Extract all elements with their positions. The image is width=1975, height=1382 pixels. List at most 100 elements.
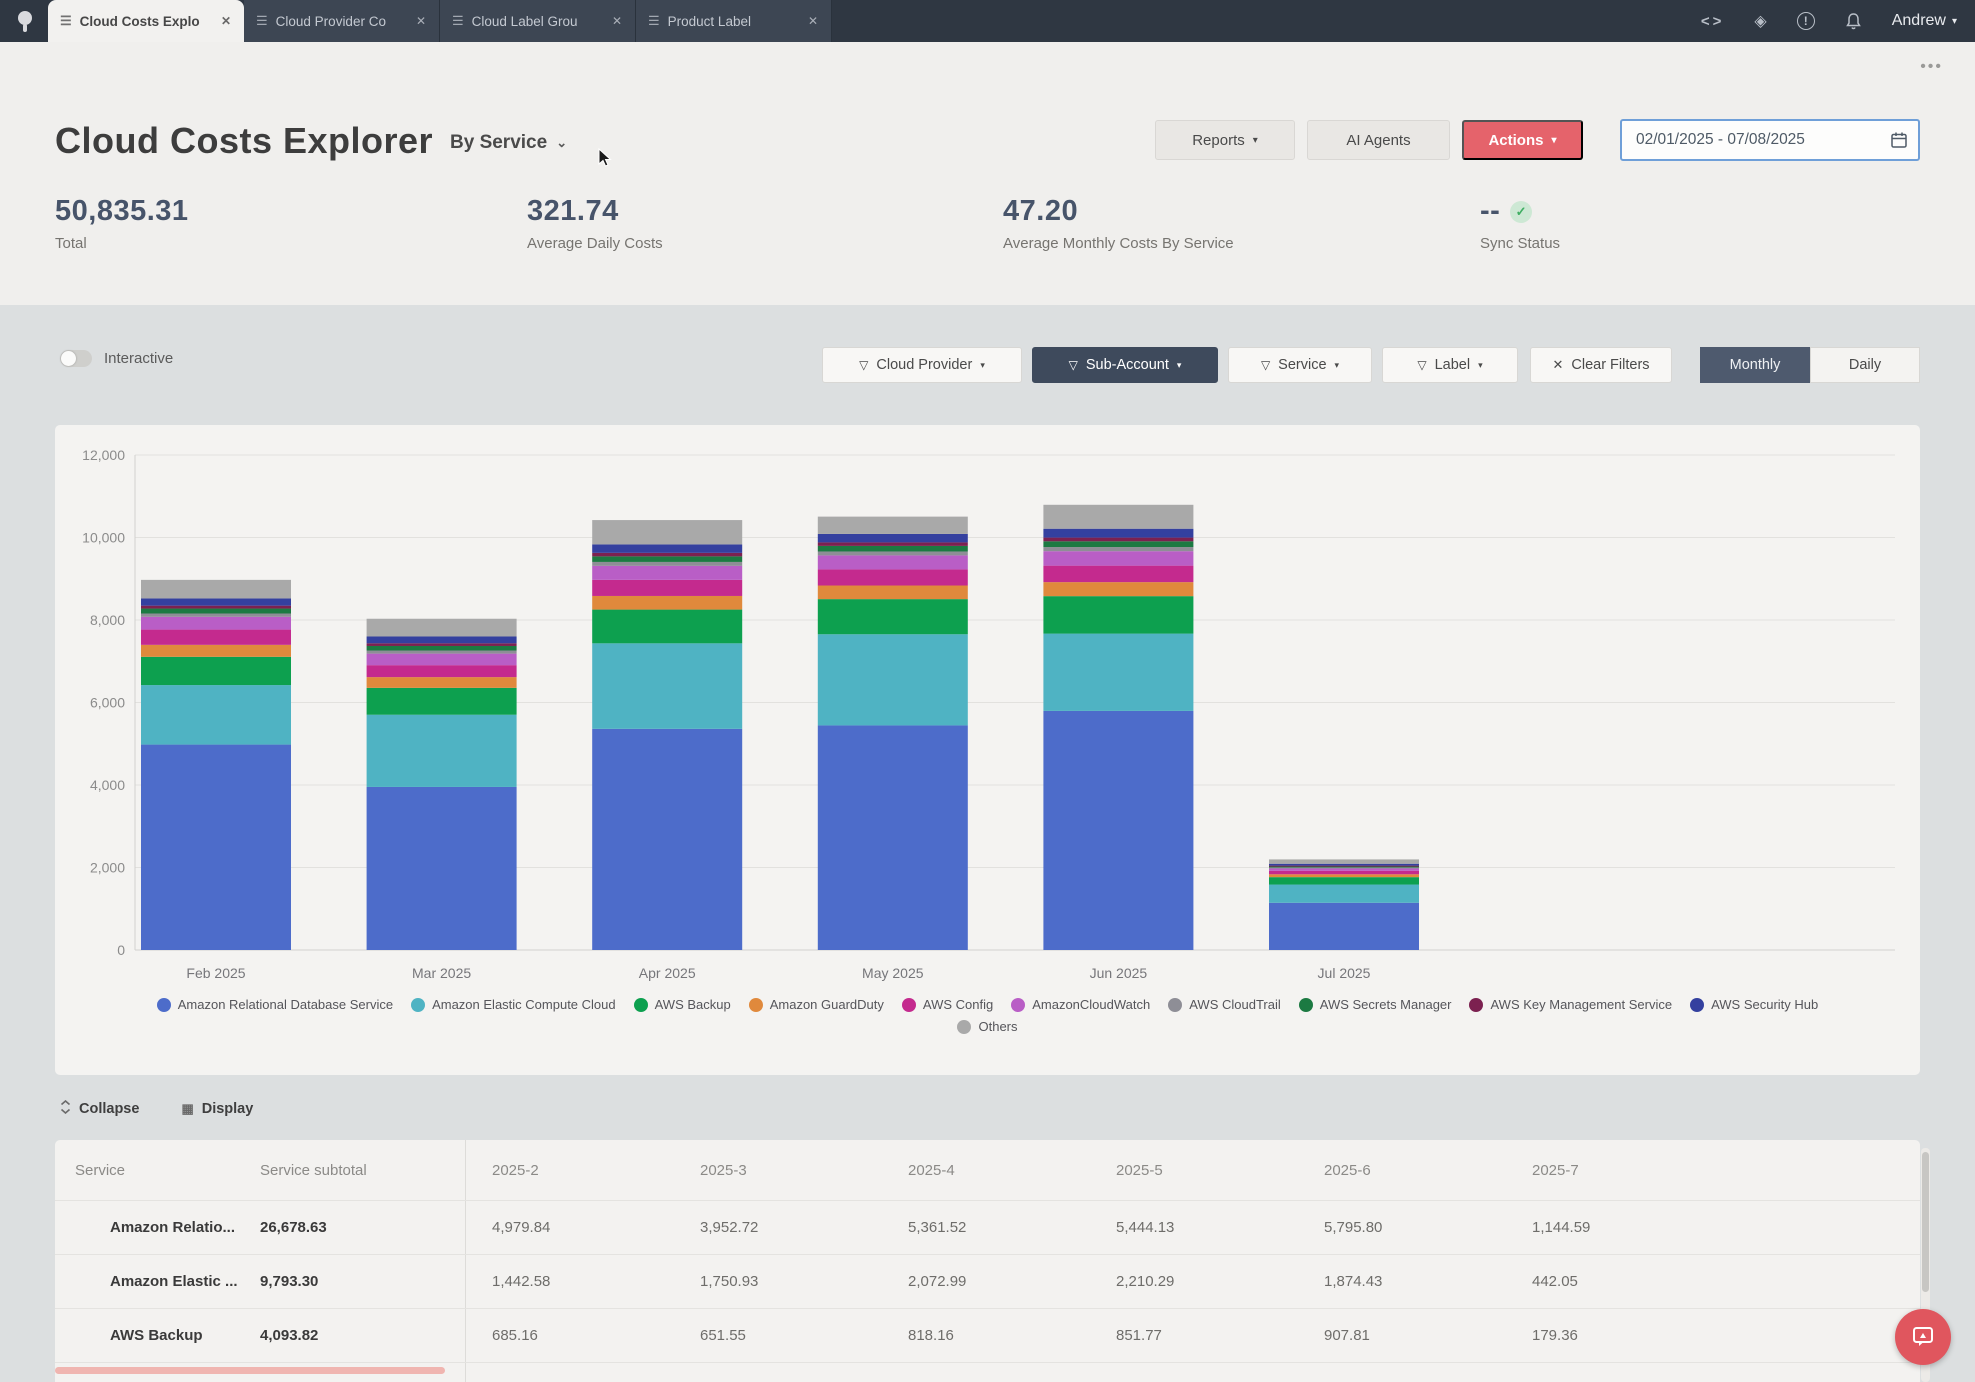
bar-segment[interactable]	[817, 533, 968, 543]
ai-agents-button[interactable]: AI Agents	[1307, 120, 1450, 160]
bar-segment[interactable]	[366, 653, 517, 666]
app-logo-icon[interactable]	[8, 5, 42, 39]
legend-item[interactable]: Amazon Relational Database Service	[156, 997, 393, 1012]
col-header-month[interactable]: 2025-4	[908, 1161, 955, 1179]
chat-widget-button[interactable]	[1895, 1309, 1951, 1365]
table-vertical-scrollbar[interactable]	[1921, 1148, 1930, 1382]
clear-filters-button[interactable]: ✕ Clear Filters	[1530, 347, 1672, 383]
bar-segment[interactable]	[1043, 633, 1194, 711]
bar-segment[interactable]	[1043, 541, 1194, 548]
bar-segment[interactable]	[592, 565, 743, 580]
filter-button-sub-account[interactable]: ▽ Sub-Account ▾	[1032, 347, 1218, 383]
browser-tab-2[interactable]: ☰ Cloud Label Grou ✕	[440, 0, 636, 42]
legend-item[interactable]: Amazon GuardDuty	[748, 997, 884, 1012]
browser-tab-0[interactable]: ☰ Cloud Costs Explo ✕	[48, 0, 244, 42]
bar-segment[interactable]	[1269, 884, 1419, 903]
code-icon[interactable]: <>	[1700, 12, 1725, 30]
bar-segment[interactable]	[817, 555, 968, 570]
bar-segment[interactable]	[141, 685, 291, 745]
col-header-month[interactable]: 2025-5	[1116, 1161, 1163, 1179]
bar-segment[interactable]	[1043, 565, 1194, 583]
actions-button[interactable]: Actions ▾	[1462, 120, 1583, 160]
legend-item[interactable]: Amazon Elastic Compute Cloud	[411, 997, 616, 1012]
legend-item[interactable]: AmazonCloudWatch	[1011, 997, 1150, 1012]
filter-button-service[interactable]: ▽ Service ▾	[1228, 347, 1372, 383]
bar-segment[interactable]	[1269, 859, 1419, 864]
bar-segment[interactable]	[141, 744, 291, 950]
tab-close-icon[interactable]: ✕	[220, 14, 231, 28]
bar-segment[interactable]	[366, 618, 517, 637]
granularity-monthly[interactable]: Monthly	[1700, 347, 1810, 383]
col-header-month[interactable]: 2025-3	[700, 1161, 747, 1179]
bar-segment[interactable]	[141, 616, 291, 630]
bar-segment[interactable]	[592, 579, 743, 596]
bar-segment[interactable]	[366, 665, 517, 678]
legend-item[interactable]: AWS CloudTrail	[1168, 997, 1281, 1012]
bar-segment[interactable]	[141, 629, 291, 645]
bar-segment[interactable]	[817, 551, 968, 556]
legend-item[interactable]: AWS Key Management Service	[1469, 997, 1672, 1012]
col-header-subtotal[interactable]: Service subtotal	[260, 1161, 367, 1179]
bar-segment[interactable]	[592, 561, 743, 566]
bar-segment[interactable]	[1269, 902, 1419, 950]
bar-segment[interactable]	[592, 609, 743, 644]
bar-segment[interactable]	[1043, 582, 1194, 597]
bar-segment[interactable]	[141, 613, 291, 617]
bar-segment[interactable]	[1043, 504, 1194, 529]
bar-segment[interactable]	[366, 643, 517, 646]
tab-close-icon[interactable]: ✕	[415, 14, 426, 28]
legend-item[interactable]: AWS Security Hub	[1690, 997, 1818, 1012]
bar-segment[interactable]	[592, 520, 743, 545]
reports-button[interactable]: Reports ▾	[1155, 120, 1295, 160]
legend-item[interactable]: AWS Secrets Manager	[1298, 997, 1451, 1012]
bar-segment[interactable]	[817, 542, 968, 546]
page-options-ellipsis[interactable]: •••	[1920, 58, 1943, 75]
display-button[interactable]: ▦ Display	[181, 1101, 253, 1117]
bar-segment[interactable]	[366, 786, 517, 950]
view-selector-dropdown[interactable]: By Service ⌄	[450, 132, 567, 154]
table-row[interactable]: Amazon Elastic ... 9,793.30 1,442.58 1,750.…	[55, 1254, 1920, 1308]
diamond-icon[interactable]: ◈	[1754, 13, 1767, 30]
bar-segment[interactable]	[141, 579, 291, 599]
browser-tab-1[interactable]: ☰ Cloud Provider Co ✕	[244, 0, 440, 42]
bar-segment[interactable]	[1269, 874, 1419, 878]
col-header-service[interactable]: Service	[75, 1161, 126, 1179]
bar-segment[interactable]	[592, 552, 743, 557]
bar-segment[interactable]	[1043, 547, 1194, 552]
filter-button-label[interactable]: ▽ Label ▾	[1382, 347, 1518, 383]
bar-segment[interactable]	[817, 725, 968, 950]
col-header-month[interactable]: 2025-2	[492, 1161, 539, 1179]
bar-segment[interactable]	[141, 644, 291, 657]
bar-segment[interactable]	[817, 545, 968, 552]
bell-icon[interactable]	[1845, 12, 1862, 30]
bar-segment[interactable]	[366, 714, 517, 787]
bar-segment[interactable]	[1043, 551, 1194, 566]
bar-segment[interactable]	[1269, 867, 1419, 869]
calendar-icon[interactable]	[1890, 131, 1908, 149]
bar-segment[interactable]	[1043, 710, 1194, 950]
bar-segment[interactable]	[817, 634, 968, 726]
granularity-daily[interactable]: Daily	[1810, 347, 1920, 383]
bar-segment[interactable]	[1269, 865, 1419, 867]
bar-segment[interactable]	[141, 608, 291, 614]
legend-item[interactable]: Others	[957, 1019, 1018, 1034]
legend-item[interactable]: AWS Backup	[633, 997, 731, 1012]
date-range-input[interactable]	[1636, 131, 1890, 149]
bar-segment[interactable]	[817, 516, 968, 534]
bar-segment[interactable]	[817, 569, 968, 586]
bar-segment[interactable]	[1269, 877, 1419, 885]
table-row[interactable]: Amazon Relatio... 26,678.63 4,979.84 3,952.…	[55, 1200, 1920, 1254]
browser-tab-3[interactable]: ☰ Product Label ✕	[636, 0, 832, 42]
table-horizontal-scrollbar[interactable]	[55, 1367, 445, 1374]
bar-segment[interactable]	[366, 677, 517, 688]
bar-segment[interactable]	[592, 544, 743, 553]
filter-button-cloud-provider[interactable]: ▽ Cloud Provider ▾	[822, 347, 1022, 383]
bar-segment[interactable]	[366, 687, 517, 715]
bar-segment[interactable]	[817, 599, 968, 635]
bar-segment[interactable]	[141, 605, 291, 609]
bar-segment[interactable]	[817, 585, 968, 600]
bar-segment[interactable]	[1269, 868, 1419, 871]
col-header-month[interactable]: 2025-7	[1532, 1161, 1579, 1179]
stacked-bar-chart[interactable]: 0 2,000 4,000 6,000 8,000 10,000 12,000 Feb 202…	[55, 425, 1920, 990]
user-menu[interactable]: Andrew ▾	[1892, 12, 1957, 30]
